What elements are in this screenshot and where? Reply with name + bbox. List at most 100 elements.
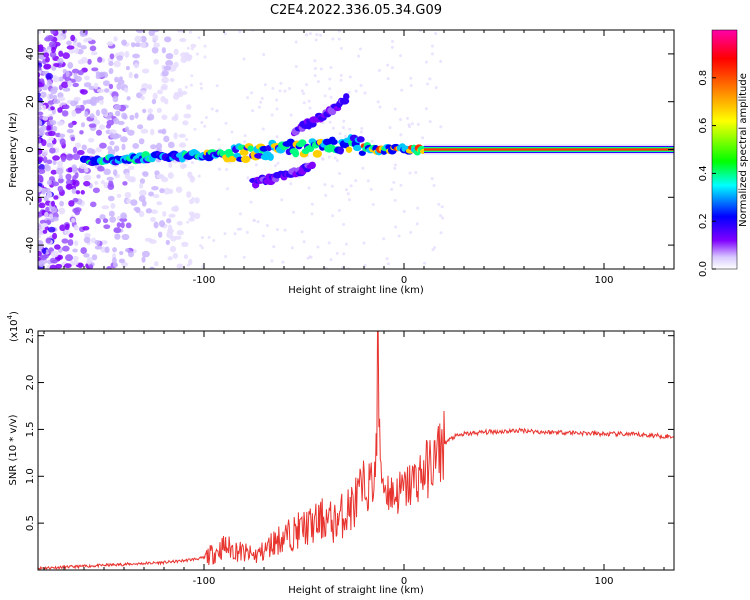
heatmap-cell bbox=[200, 236, 204, 240]
heatmap-cell bbox=[167, 141, 175, 149]
heatmap-cell bbox=[177, 88, 183, 93]
heatmap-cell bbox=[126, 96, 131, 101]
heatmap-cell bbox=[161, 47, 166, 54]
heatmap-cell bbox=[176, 230, 184, 236]
heatmap-cell bbox=[75, 142, 82, 149]
heatmap-cell bbox=[91, 254, 98, 261]
heatmap-cell bbox=[38, 102, 43, 107]
heatmap-cell bbox=[194, 197, 200, 204]
heatmap-cell bbox=[113, 169, 118, 176]
heatmap-cell bbox=[156, 107, 162, 113]
heatmap-cell bbox=[134, 42, 142, 48]
heatmap-cell bbox=[42, 104, 47, 111]
heatmap-cell bbox=[348, 75, 352, 79]
heatmap-cell bbox=[133, 62, 140, 69]
heatmap-cell bbox=[400, 88, 404, 92]
heatmap-cell bbox=[46, 191, 53, 199]
heatmap-cell bbox=[128, 71, 133, 79]
heatmap-cell bbox=[421, 136, 425, 140]
heatmap-cell bbox=[139, 41, 147, 48]
heatmap-cell bbox=[57, 160, 63, 167]
heatmap-cell bbox=[38, 44, 43, 52]
heatmap-cell bbox=[48, 213, 54, 220]
heatmap-cell bbox=[177, 91, 184, 98]
heatmap-cell bbox=[203, 44, 207, 48]
heatmap-cell bbox=[292, 149, 300, 158]
heatmap-cell bbox=[128, 251, 134, 258]
heatmap-cell bbox=[257, 105, 261, 109]
scale-prefix: (x10 bbox=[9, 319, 20, 342]
heatmap-cell bbox=[283, 89, 287, 93]
heatmap-cell bbox=[388, 125, 392, 129]
heatmap-cell bbox=[390, 66, 394, 70]
heatmap-cell bbox=[123, 87, 129, 93]
heatmap-cell bbox=[111, 257, 117, 265]
heatmap-cell bbox=[148, 191, 154, 197]
heatmap-cell bbox=[324, 193, 328, 197]
heatmap-cell bbox=[83, 82, 92, 88]
heatmap-cell bbox=[62, 52, 70, 60]
heatmap-cell bbox=[153, 58, 160, 65]
heatmap-cell bbox=[327, 155, 331, 159]
heatmap-cell bbox=[191, 196, 195, 200]
heatmap-cell bbox=[223, 32, 227, 36]
heatmap-cell bbox=[409, 83, 413, 87]
heatmap-cell bbox=[90, 51, 98, 56]
heatmap-cell bbox=[300, 230, 304, 234]
heatmap-cell bbox=[385, 257, 389, 261]
heatmap-cell bbox=[288, 86, 292, 90]
heatmap-cell bbox=[263, 83, 267, 87]
heatmap-cell bbox=[41, 222, 49, 228]
heatmap-cell bbox=[38, 92, 41, 98]
heatmap-cell bbox=[393, 163, 397, 167]
snr-x-tick-label: 0 bbox=[401, 576, 407, 587]
heatmap-cell bbox=[83, 180, 91, 187]
heatmap-cell bbox=[61, 238, 69, 244]
heatmap-cell bbox=[165, 59, 174, 67]
heatmap-cell bbox=[160, 96, 166, 103]
snr-frame bbox=[37, 330, 675, 571]
heatmap-cell bbox=[59, 200, 65, 207]
heatmap-cell bbox=[151, 98, 157, 105]
heatmap-cell bbox=[56, 120, 64, 126]
heatmap-cell bbox=[72, 207, 80, 214]
heatmap-cell bbox=[337, 30, 341, 33]
heatmap-band-core bbox=[424, 148, 674, 151]
heatmap-cell bbox=[161, 128, 167, 135]
heatmap-cell bbox=[57, 177, 64, 184]
heatmap-cell bbox=[422, 261, 426, 265]
heatmap-cell bbox=[66, 40, 72, 46]
heatmap-cell bbox=[162, 211, 167, 217]
heatmap-cell bbox=[76, 150, 85, 156]
heatmap-cell bbox=[210, 107, 214, 111]
heatmap-cell bbox=[48, 41, 56, 48]
heatmap-cell bbox=[249, 200, 253, 204]
heatmap-cell bbox=[215, 84, 219, 88]
heatmap-cell bbox=[223, 232, 227, 236]
heatmap-cell bbox=[275, 228, 279, 232]
heatmap-cell bbox=[106, 41, 114, 47]
heatmap-cell bbox=[338, 132, 342, 136]
spectrogram-y-tick-label: 40 bbox=[25, 48, 36, 61]
heatmap-cell bbox=[108, 210, 115, 217]
heatmap-cell bbox=[161, 69, 169, 77]
heatmap-cell bbox=[353, 144, 362, 152]
heatmap-cell bbox=[92, 187, 100, 194]
heatmap-cell bbox=[109, 132, 114, 139]
heatmap-cell bbox=[121, 39, 127, 46]
heatmap-cell bbox=[71, 109, 77, 117]
heatmap-cell bbox=[186, 191, 192, 198]
heatmap-cell bbox=[61, 110, 69, 117]
heatmap-cell bbox=[193, 212, 201, 220]
heatmap-cell bbox=[434, 31, 438, 35]
heatmap-cell bbox=[71, 188, 77, 194]
heatmap-cell bbox=[101, 108, 108, 115]
heatmap-cell bbox=[71, 166, 78, 174]
heatmap-cell bbox=[130, 176, 136, 183]
heatmap-cell bbox=[327, 241, 331, 245]
heatmap-cell bbox=[65, 70, 70, 77]
heatmap-cell bbox=[203, 124, 207, 128]
heatmap-cell bbox=[53, 62, 60, 68]
heatmap-cell bbox=[342, 119, 346, 123]
heatmap-cell bbox=[67, 167, 73, 173]
